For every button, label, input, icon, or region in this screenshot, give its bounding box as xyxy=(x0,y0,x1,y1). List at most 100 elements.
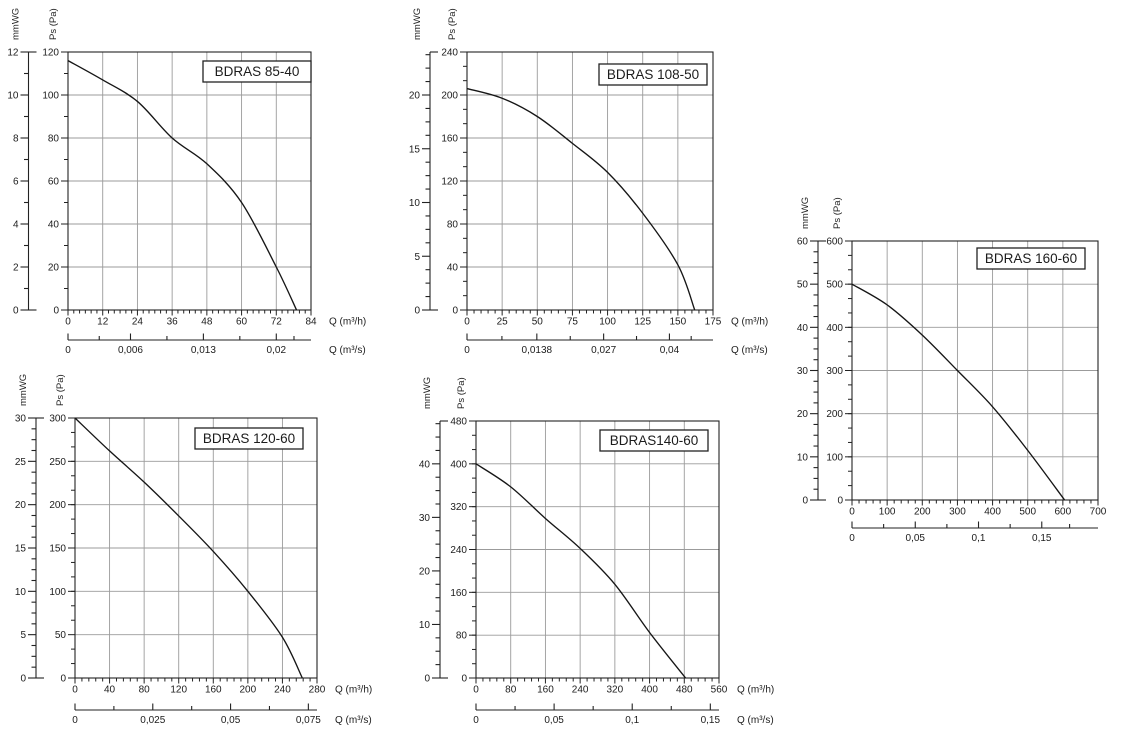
pa-tick-label: 300 xyxy=(49,414,66,425)
pa-tick-label: 400 xyxy=(450,459,467,470)
qs-tick-label: 0,0138 xyxy=(522,345,553,356)
mmwg-tick-label: 5 xyxy=(414,252,420,263)
mmwg-tick-label: 10 xyxy=(797,452,809,463)
pa-tick-label: 50 xyxy=(55,630,67,641)
ps-pa-axis-title: Ps (Pa) xyxy=(447,8,458,40)
pa-tick-label: 0 xyxy=(837,496,843,507)
series-title-box: BDRAS 108-50 xyxy=(598,63,708,86)
mmwg-tick-label: 6 xyxy=(13,177,19,188)
pa-tick-label: 300 xyxy=(826,366,843,377)
pa-tick-label: 400 xyxy=(826,323,843,334)
pa-tick-label: 200 xyxy=(826,409,843,420)
qh-tick-label: 12 xyxy=(97,317,109,328)
mmwg-axis-title: mmWG xyxy=(412,8,423,40)
mmwg-tick-label: 10 xyxy=(15,587,27,598)
qh-tick-label: 0 xyxy=(473,685,479,696)
qs-tick-label: 0,013 xyxy=(191,345,216,356)
qh-tick-label: 60 xyxy=(236,317,248,328)
qs-axis xyxy=(851,521,1098,529)
ps-pa-axis-title: Ps (Pa) xyxy=(48,8,59,40)
series-title-box: BDRAS 85-40 xyxy=(202,60,312,83)
pa-tick-label: 240 xyxy=(450,545,467,556)
qh-tick-label: 480 xyxy=(676,685,693,696)
mmwg-tick-label: 10 xyxy=(419,620,431,631)
series-title-box: BDRAS 120-60 xyxy=(194,427,304,450)
qh-tick-label: 100 xyxy=(879,507,896,518)
axis-ticks xyxy=(61,51,312,316)
mmwg-tick-label: 30 xyxy=(797,366,809,377)
qs-tick-label: 0,006 xyxy=(118,345,143,356)
x-unit-label-m3h: Q (m³/h) xyxy=(731,317,768,328)
pa-tick-label: 120 xyxy=(441,177,458,188)
qh-tick-label: 48 xyxy=(201,317,213,328)
qh-tick-label: 36 xyxy=(167,317,179,328)
mmwg-tick-label: 25 xyxy=(15,457,27,468)
mmwg-tick-label: 20 xyxy=(15,500,27,511)
mmwg-tick-label: 30 xyxy=(15,414,27,425)
qs-tick-label: 0 xyxy=(464,345,470,356)
x-unit-label-m3s: Q (m³/s) xyxy=(335,715,372,726)
pa-tick-label: 160 xyxy=(450,588,467,599)
pa-tick-label: 240 xyxy=(441,48,458,59)
x-unit-label-m3h: Q (m³/h) xyxy=(335,685,372,696)
qh-tick-label: 175 xyxy=(705,317,722,328)
mmwg-tick-label: 0 xyxy=(802,496,808,507)
ps-pa-axis-title: Ps (Pa) xyxy=(55,374,66,406)
qs-tick-label: 0,02 xyxy=(267,345,287,356)
qs-tick-label: 0 xyxy=(849,533,855,544)
axis-ticks xyxy=(845,240,1099,506)
qh-tick-label: 84 xyxy=(305,317,317,328)
pa-tick-label: 0 xyxy=(60,674,66,685)
pa-tick-label: 500 xyxy=(826,280,843,291)
qh-tick-label: 24 xyxy=(132,317,144,328)
qs-tick-label: 0 xyxy=(72,715,78,726)
mmwg-tick-label: 10 xyxy=(7,91,19,102)
x-unit-label-m3s: Q (m³/s) xyxy=(731,345,768,356)
mmwg-tick-label: 5 xyxy=(20,630,26,641)
qh-tick-label: 200 xyxy=(914,507,931,518)
qs-tick-label: 0 xyxy=(65,345,71,356)
pa-tick-label: 40 xyxy=(447,263,459,274)
fan-curve xyxy=(851,283,1066,501)
series-title: BDRAS140-60 xyxy=(610,433,699,448)
pa-tick-label: 250 xyxy=(49,457,66,468)
series-title-box: BDRAS140-60 xyxy=(599,429,709,452)
qh-tick-label: 125 xyxy=(634,317,651,328)
axis-ticks xyxy=(68,417,318,684)
qh-tick-label: 200 xyxy=(240,685,257,696)
qh-tick-label: 80 xyxy=(505,685,517,696)
mmwg-tick-label: 4 xyxy=(13,220,19,231)
pa-tick-label: 80 xyxy=(456,631,468,642)
fan-curve xyxy=(475,463,687,679)
qh-tick-label: 0 xyxy=(72,685,78,696)
qh-tick-label: 600 xyxy=(1055,507,1072,518)
grid xyxy=(852,241,1098,500)
qh-tick-label: 240 xyxy=(274,685,291,696)
mmwg-tick-label: 0 xyxy=(424,674,430,685)
mmwg-tick-label: 20 xyxy=(419,566,431,577)
fan-curve xyxy=(466,87,696,311)
mmwg-tick-label: 12 xyxy=(7,48,19,59)
qh-tick-label: 150 xyxy=(670,317,687,328)
qh-tick-label: 0 xyxy=(849,507,855,518)
pa-tick-label: 200 xyxy=(441,91,458,102)
qh-tick-label: 120 xyxy=(170,685,187,696)
qh-tick-label: 75 xyxy=(567,317,579,328)
qs-tick-label: 0 xyxy=(473,715,479,726)
qh-tick-label: 280 xyxy=(309,685,326,696)
grid xyxy=(476,421,719,678)
pa-tick-label: 480 xyxy=(450,417,467,428)
qh-tick-label: 560 xyxy=(711,685,728,696)
mmwg-axis-title: mmWG xyxy=(422,377,433,409)
mmwg-tick-label: 60 xyxy=(797,237,809,248)
fan-curve xyxy=(67,60,298,311)
pa-tick-label: 200 xyxy=(49,500,66,511)
mmwg-axis-title: mmWG xyxy=(11,8,22,40)
mmwg-axis xyxy=(422,51,438,311)
